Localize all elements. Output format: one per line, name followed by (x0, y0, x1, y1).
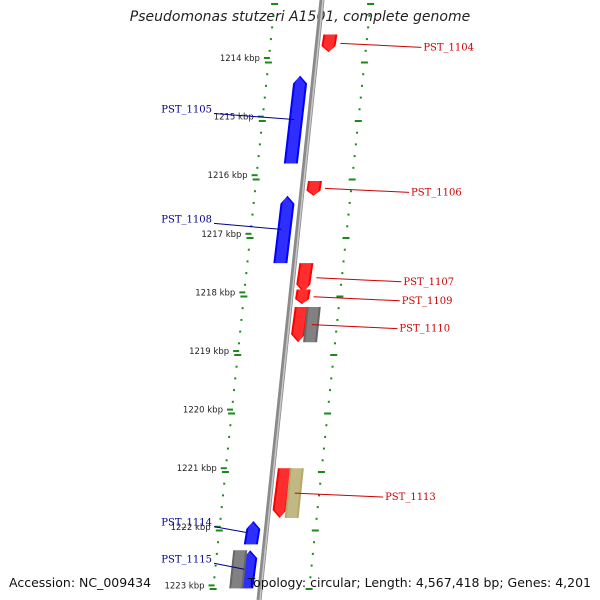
tick-labels: 1214 kbp 1215 kbp 1216 kbp 1217 kbp 1218 kbp… (164, 54, 270, 591)
gene-pst-1110-shade (293, 307, 307, 343)
gene-label-leader (213, 113, 295, 121)
tick-label: 1218 kbp (195, 288, 235, 298)
gene-features (229, 34, 338, 589)
gene-pst-1113-shade (274, 468, 290, 519)
tick-label: 1214 kbp (220, 54, 260, 64)
gene-pst-1105-shade (285, 75, 306, 164)
feature-gene (229, 550, 248, 589)
gene-label: PST_1105 (161, 105, 212, 116)
gene-label-leader (313, 296, 400, 302)
gene-labels: PST_1104 PST_1105 PST_1106 PST_1108 PST_1107… (161, 42, 474, 570)
gene-label: PST_1114 (161, 518, 212, 529)
tick-label: 1217 kbp (201, 230, 241, 240)
gene-label-leader (294, 492, 384, 498)
gene-label: PST_1106 (411, 187, 462, 198)
tick-label: 1221 kbp (177, 464, 217, 474)
backbone-line (256, 0, 325, 600)
gene-label: PST_1113 (385, 492, 436, 503)
tick-label: 1219 kbp (189, 347, 229, 357)
backbone (256, 0, 325, 600)
gene-label: PST_1115 (161, 554, 212, 565)
gene-label-leader (316, 277, 402, 283)
gene-label: PST_1109 (402, 296, 453, 307)
tick-label: 1220 kbp (183, 406, 223, 416)
tick-label: 1223 kbp (164, 581, 204, 591)
gene-pst-1108-shade (275, 195, 293, 264)
gene-label: PST_1108 (161, 214, 212, 225)
tick-ring-inner-right (305, 3, 375, 590)
tick-label: 1216 kbp (208, 171, 248, 181)
gene-pst-1106 (306, 181, 322, 196)
backbone-highlight (259, 0, 324, 600)
gene-pst-1107 (296, 263, 314, 293)
gene-pst-1105 (283, 75, 308, 164)
gene-label: PST_1107 (403, 277, 454, 288)
gene-label-leader (324, 187, 410, 193)
feature-rna-shade (286, 468, 302, 519)
genome-summary-text: Topology: circular; Length: 4,567,418 bp… (247, 575, 591, 590)
gene-pst-1106-shade (308, 181, 320, 196)
gene-pst-1115-shade (241, 550, 256, 589)
gene-pst-1108 (273, 195, 295, 264)
gene-label-leader (311, 324, 398, 330)
gene-pst-1114-shade (245, 520, 259, 545)
gene-pst-1104 (321, 34, 338, 53)
accession-text: Accession: NC_009434 (9, 575, 152, 590)
tick-label: 1215 kbp (214, 113, 254, 123)
gene-pst-1109 (295, 289, 311, 305)
gene-pst-1109-shade (297, 289, 309, 305)
gene-pst-1114 (243, 520, 261, 545)
gene-label-leader (213, 526, 248, 534)
gene-label: PST_1104 (423, 42, 474, 53)
gene-label-leader (213, 222, 282, 230)
feature-rna (284, 468, 304, 519)
tick-label: 1222 kbp (171, 523, 211, 533)
feature-gene-shade (231, 550, 246, 589)
map-title: Pseudomonas stutzeri A1501, complete gen… (129, 9, 471, 25)
gene-pst-1104-shade (323, 34, 336, 53)
tick-ring-inner-left (209, 3, 279, 590)
gene-label: PST_1110 (399, 324, 450, 335)
gene-label-leader (213, 562, 245, 570)
gene-pst-1107-shade (298, 263, 312, 293)
gene-label-leader (340, 42, 422, 48)
